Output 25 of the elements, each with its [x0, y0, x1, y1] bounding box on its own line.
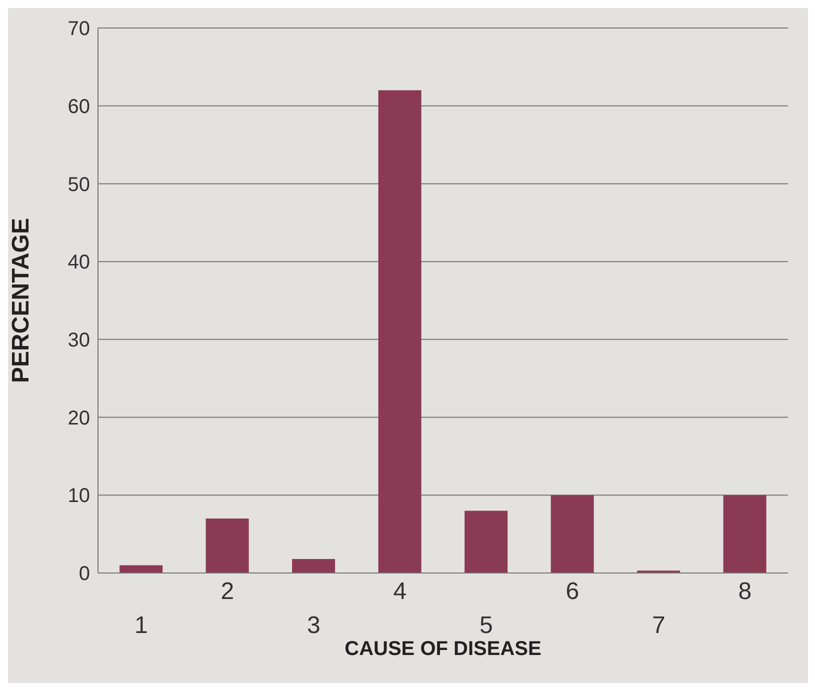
x-tick-label: 5 [479, 612, 493, 639]
x-tick-label: 6 [566, 578, 580, 605]
y-tick-label: 40 [68, 252, 90, 274]
x-tick-label: 4 [393, 578, 407, 605]
y-tick-label: 30 [68, 330, 90, 352]
bar [464, 510, 508, 573]
y-tick-label: 20 [68, 407, 90, 430]
y-axis-title: PERCENTAGE [8, 218, 35, 383]
y-tick-label: 0 [78, 563, 90, 586]
y-tick-label: 50 [68, 174, 90, 196]
y-tick-label: 60 [68, 96, 90, 118]
bar [550, 495, 594, 573]
y-tick-label: 70 [68, 18, 90, 40]
bar [292, 558, 336, 573]
y-tick-label: 10 [68, 485, 90, 508]
bar [120, 565, 163, 573]
x-tick-label: 3 [306, 612, 320, 639]
x-axis-title: CAUSE OF DISEASE [344, 638, 542, 660]
bar [206, 518, 249, 573]
bar [723, 495, 766, 573]
x-tick-label: 2 [220, 578, 234, 605]
x-tick-label: 1 [134, 612, 148, 639]
x-tick-label: 8 [738, 578, 752, 605]
x-tick-label: 7 [652, 612, 666, 639]
bar [378, 90, 422, 573]
